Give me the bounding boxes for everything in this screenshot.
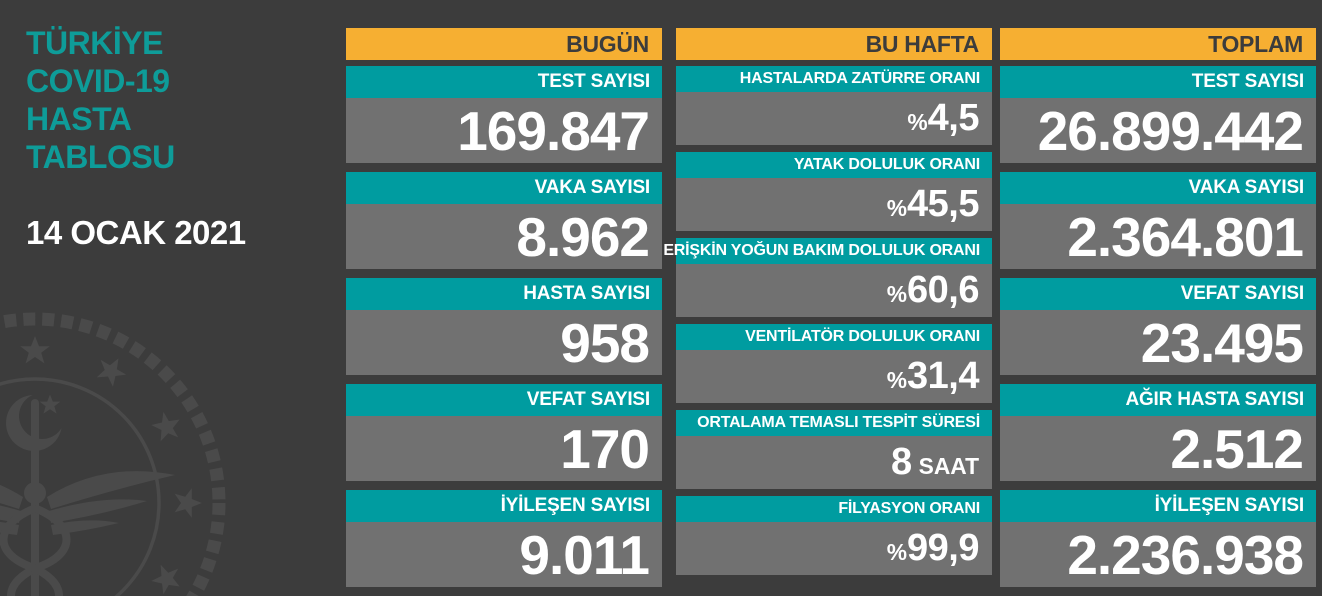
- column-header-toplam: TOPLAM: [1000, 28, 1316, 60]
- stat-value: %31,4: [676, 350, 992, 403]
- stat-value-number: 2.236.938: [1067, 523, 1304, 586]
- stat-row: VAKA SAYISI 8.962: [346, 172, 662, 269]
- stat-row: VENTİLATÖR DOLULUK ORANI %31,4: [676, 324, 992, 403]
- stat-value-number: 2.364.801: [1067, 205, 1304, 268]
- stat-value-number: 9.011: [519, 523, 650, 586]
- stat-value: 2.364.801: [1000, 204, 1316, 269]
- column-toplam: TOPLAM TEST SAYISI 26.899.442 VAKA SAYIS…: [1000, 28, 1316, 596]
- stat-row: HASTALARDA ZATÜRRE ORANI %4,5: [676, 66, 992, 145]
- stat-label: ORTALAMA TEMASLI TESPİT SÜRESİ: [676, 410, 992, 436]
- report-date: 14 OCAK 2021: [26, 214, 246, 251]
- stat-value-number: 169.847: [457, 99, 650, 162]
- title-line: TÜRKİYE: [26, 25, 163, 61]
- stat-label: AĞIR HASTA SAYISI: [1000, 384, 1316, 416]
- stat-label: ERİŞKİN YOĞUN BAKIM DOLULUK ORANI: [663, 238, 992, 264]
- stat-row: TEST SAYISI 169.847: [346, 66, 662, 163]
- percent-sign: %: [886, 539, 908, 565]
- stat-row: ERİŞKİN YOĞUN BAKIM DOLULUK ORANI %60,6: [663, 238, 992, 317]
- stat-row: VEFAT SAYISI 23.495: [1000, 278, 1316, 375]
- stat-value-number: 23.495: [1140, 311, 1304, 374]
- stat-value: %45,5: [676, 178, 992, 231]
- title-line: COVID-19: [26, 63, 170, 99]
- stat-row: FİLYASYON ORANI %99,9: [676, 496, 992, 575]
- stat-label: YATAK DOLULUK ORANI: [676, 152, 992, 178]
- stat-label: VAKA SAYISI: [1000, 172, 1316, 204]
- stat-value: 8 SAAT: [676, 436, 992, 489]
- stat-value: 170: [346, 416, 662, 481]
- stat-value-number: 2.512: [1170, 417, 1304, 480]
- stat-value: %60,6: [676, 264, 992, 317]
- stat-value-number: 60,6: [907, 269, 979, 311]
- stat-value: 2.512: [1000, 416, 1316, 481]
- stat-row: VAKA SAYISI 2.364.801: [1000, 172, 1316, 269]
- stat-row: AĞIR HASTA SAYISI 2.512: [1000, 384, 1316, 481]
- stat-value: %99,9: [676, 522, 992, 575]
- stat-label: FİLYASYON ORANI: [676, 496, 992, 522]
- stat-value-number: 958: [560, 311, 650, 374]
- ministry-of-health-emblem-icon: [0, 312, 226, 596]
- stat-label: VEFAT SAYISI: [346, 384, 662, 416]
- stat-row: İYİLEŞEN SAYISI 9.011: [346, 490, 662, 587]
- stat-value: 169.847: [346, 98, 662, 163]
- title-line: TABLOSU: [26, 139, 175, 175]
- column-bugun: BUGÜN TEST SAYISI 169.847 VAKA SAYISI 8.…: [346, 28, 662, 596]
- percent-sign: %: [886, 367, 908, 393]
- stat-value-number: 99,9: [907, 527, 979, 569]
- column-bu-hafta: BU HAFTA HASTALARDA ZATÜRRE ORANI %4,5 Y…: [663, 28, 992, 582]
- stat-row: ORTALAMA TEMASLI TESPİT SÜRESİ 8 SAAT: [676, 410, 992, 489]
- page-title: TÜRKİYE COVID-19 HASTA TABLOSU: [26, 24, 175, 176]
- stat-value: 958: [346, 310, 662, 375]
- stat-value-number: 26.899.442: [1037, 99, 1304, 162]
- stat-value: 26.899.442: [1000, 98, 1316, 163]
- stat-value: 8.962: [346, 204, 662, 269]
- stat-value: 23.495: [1000, 310, 1316, 375]
- stat-row: İYİLEŞEN SAYISI 2.236.938: [1000, 490, 1316, 587]
- stat-label: TEST SAYISI: [1000, 66, 1316, 98]
- stat-label: TEST SAYISI: [346, 66, 662, 98]
- stat-value-number: 31,4: [907, 355, 979, 397]
- stat-value-number: 4,5: [927, 97, 980, 139]
- percent-sign: %: [886, 195, 908, 221]
- stat-label: HASTA SAYISI: [346, 278, 662, 310]
- unit-suffix: SAAT: [918, 453, 979, 479]
- percent-sign: %: [907, 109, 928, 135]
- stat-label: HASTALARDA ZATÜRRE ORANI: [676, 66, 992, 92]
- column-header-bu-hafta: BU HAFTA: [676, 28, 992, 60]
- stat-value: 2.236.938: [1000, 522, 1316, 587]
- stat-label: VENTİLATÖR DOLULUK ORANI: [676, 324, 992, 350]
- stat-value: 9.011: [346, 522, 662, 587]
- stat-row: YATAK DOLULUK ORANI %45,5: [676, 152, 992, 231]
- stat-row: VEFAT SAYISI 170: [346, 384, 662, 481]
- stat-value-number: 45,5: [907, 183, 979, 225]
- stat-value-number: 8: [890, 441, 912, 483]
- column-header-bugun: BUGÜN: [346, 28, 662, 60]
- title-line: HASTA: [26, 101, 132, 137]
- stat-value: %4,5: [676, 92, 992, 145]
- stat-value-number: 170: [560, 417, 650, 480]
- stat-label: VEFAT SAYISI: [1000, 278, 1316, 310]
- stat-label: İYİLEŞEN SAYISI: [346, 490, 662, 522]
- stat-row: HASTA SAYISI 958: [346, 278, 662, 375]
- stat-label: İYİLEŞEN SAYISI: [1000, 490, 1316, 522]
- percent-sign: %: [886, 281, 908, 307]
- stat-label: VAKA SAYISI: [346, 172, 662, 204]
- stat-value-number: 8.962: [516, 205, 650, 268]
- stat-row: TEST SAYISI 26.899.442: [1000, 66, 1316, 163]
